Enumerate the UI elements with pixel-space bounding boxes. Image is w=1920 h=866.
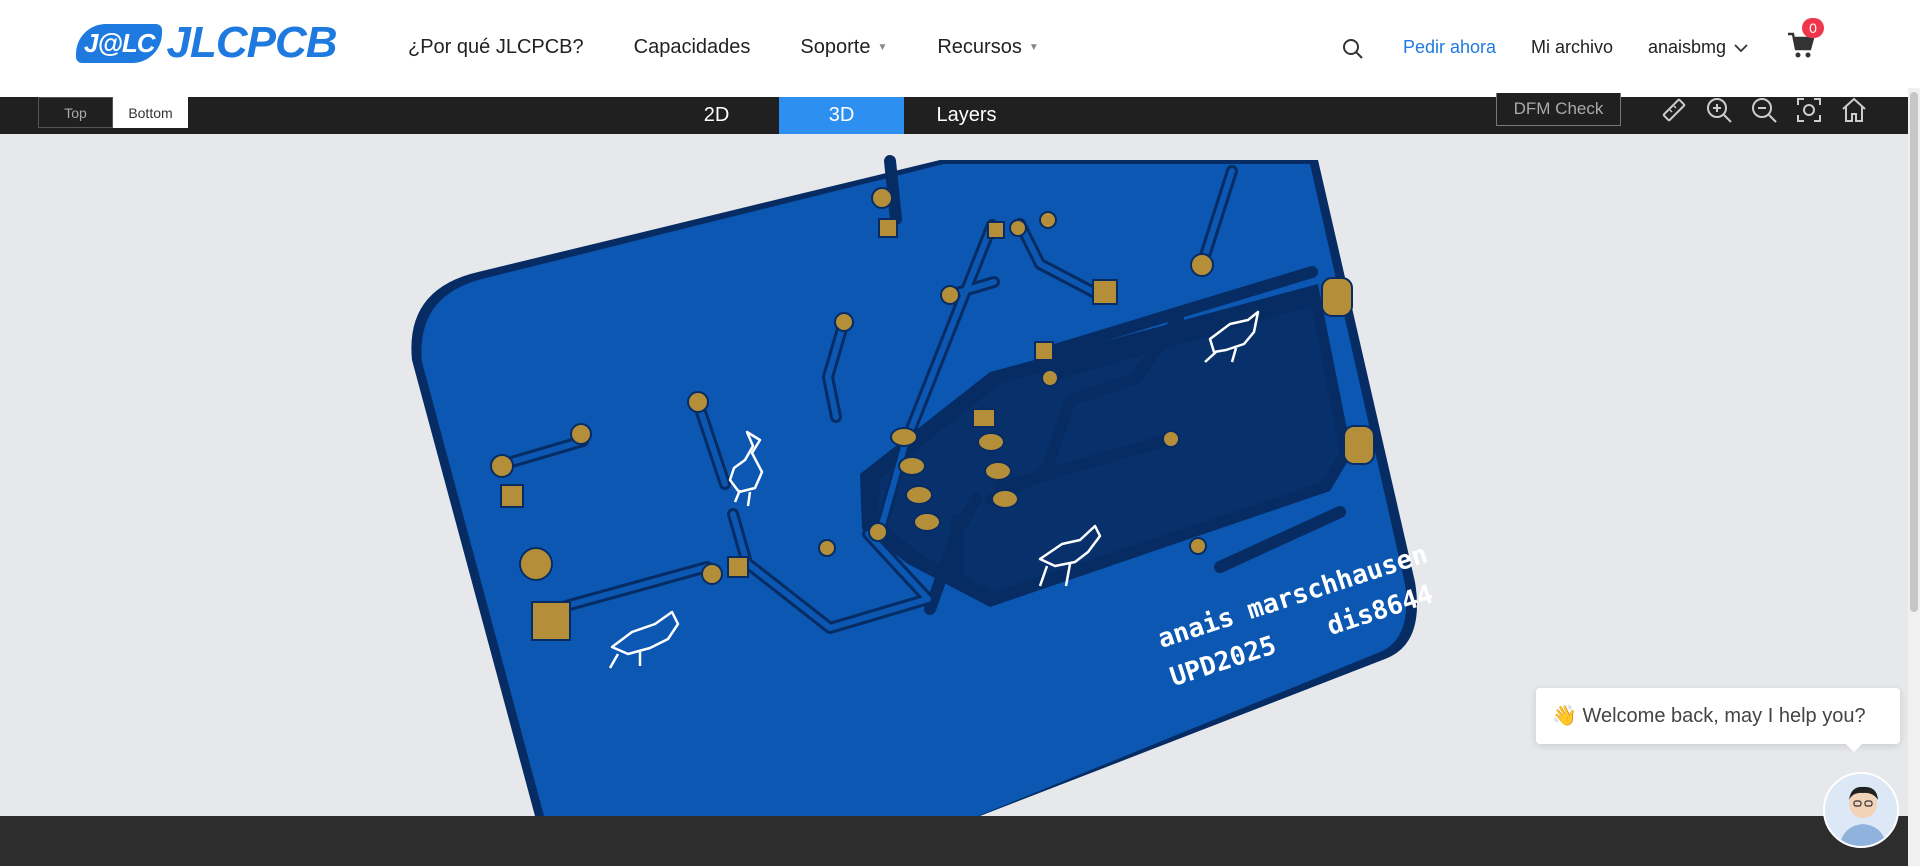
chat-welcome-bubble[interactable]: 👋 Welcome back, may I help you? (1536, 688, 1900, 752)
menu-label: Capacidades (633, 36, 751, 58)
main-menu: ¿Por qué JLCPCB? Capacidades Soporte ▼ Re… (408, 36, 1089, 59)
tab-layers[interactable]: Layers (936, 104, 997, 126)
view-tabs: 2D 3D Layers (654, 97, 1029, 134)
board-side-toggle: Top Bottom (38, 97, 188, 128)
jlcpcb-logo[interactable]: J@LC JLCPCB (76, 18, 338, 68)
order-now-link[interactable]: Pedir ahora (1403, 37, 1497, 57)
zoom-out-icon[interactable] (1750, 96, 1778, 124)
logo-text: JLCPCB (166, 18, 337, 67)
caret-down-icon: ▼ (877, 42, 888, 53)
menu-item-support[interactable]: Soporte ▼ (800, 36, 887, 59)
menu-item-resources[interactable]: Recursos ▼ (937, 36, 1038, 59)
support-agent-avatar[interactable] (1823, 772, 1899, 848)
home-icon[interactable] (1840, 96, 1868, 124)
menu-label: Recursos (937, 36, 1022, 58)
bottom-side-button[interactable]: Bottom (113, 97, 188, 128)
deer-doodle-1 (728, 430, 764, 507)
deer-doodle-3 (1038, 524, 1102, 587)
dfm-check-button[interactable]: DFM Check (1496, 93, 1621, 126)
menu-item-capabilities[interactable]: Capacidades (634, 36, 751, 59)
viewer-toolbar: Top Bottom 2D 3D Layers (0, 97, 1908, 134)
pcb-board-render[interactable]: anais marschhausen UPD2025 dis8644 (0, 134, 1908, 816)
logo-badge: J@LC (76, 23, 163, 63)
top-side-button[interactable]: Top (38, 97, 113, 128)
menu-label: Soporte (800, 36, 871, 58)
pcb-3d-viewer[interactable]: anais marschhausen UPD2025 dis8644 (0, 134, 1908, 816)
chat-message: Welcome back, may I help you? (1582, 705, 1866, 727)
chevron-down-icon (1734, 43, 1748, 52)
tab-2d[interactable]: 2D (703, 104, 730, 126)
username: anaisbmg (1648, 37, 1727, 57)
pcb-board: anais marschhausen UPD2025 dis8644 (411, 155, 1437, 816)
ruler-icon[interactable] (1660, 96, 1688, 124)
scrollbar-thumb[interactable] (1910, 92, 1918, 612)
cart-icon[interactable] (1786, 30, 1816, 60)
menu-item-why-jlcpcb[interactable]: ¿Por qué JLCPCB? (408, 36, 584, 59)
zoom-in-icon[interactable] (1705, 96, 1733, 124)
menu-label: ¿Por qué JLCPCB? (408, 36, 584, 58)
deer-doodle-4 (608, 610, 680, 669)
viewer-tools (1660, 96, 1868, 124)
top-navigation: J@LC JLCPCB ¿Por qué JLCPCB? Capacidades… (0, 0, 1920, 97)
tab-3d[interactable]: 3D (779, 97, 904, 134)
my-files-link[interactable]: Mi archivo (1531, 37, 1614, 57)
cart-count-badge: 0 (1802, 18, 1824, 38)
fit-screen-icon[interactable] (1795, 96, 1823, 124)
search-icon[interactable] (1342, 38, 1364, 60)
caret-down-icon: ▼ (1028, 42, 1039, 53)
user-menu[interactable]: anaisbmg (1648, 37, 1748, 58)
page-footer (0, 816, 1908, 866)
wave-emoji: 👋 (1552, 705, 1577, 727)
deer-doodle-2 (1204, 310, 1260, 363)
